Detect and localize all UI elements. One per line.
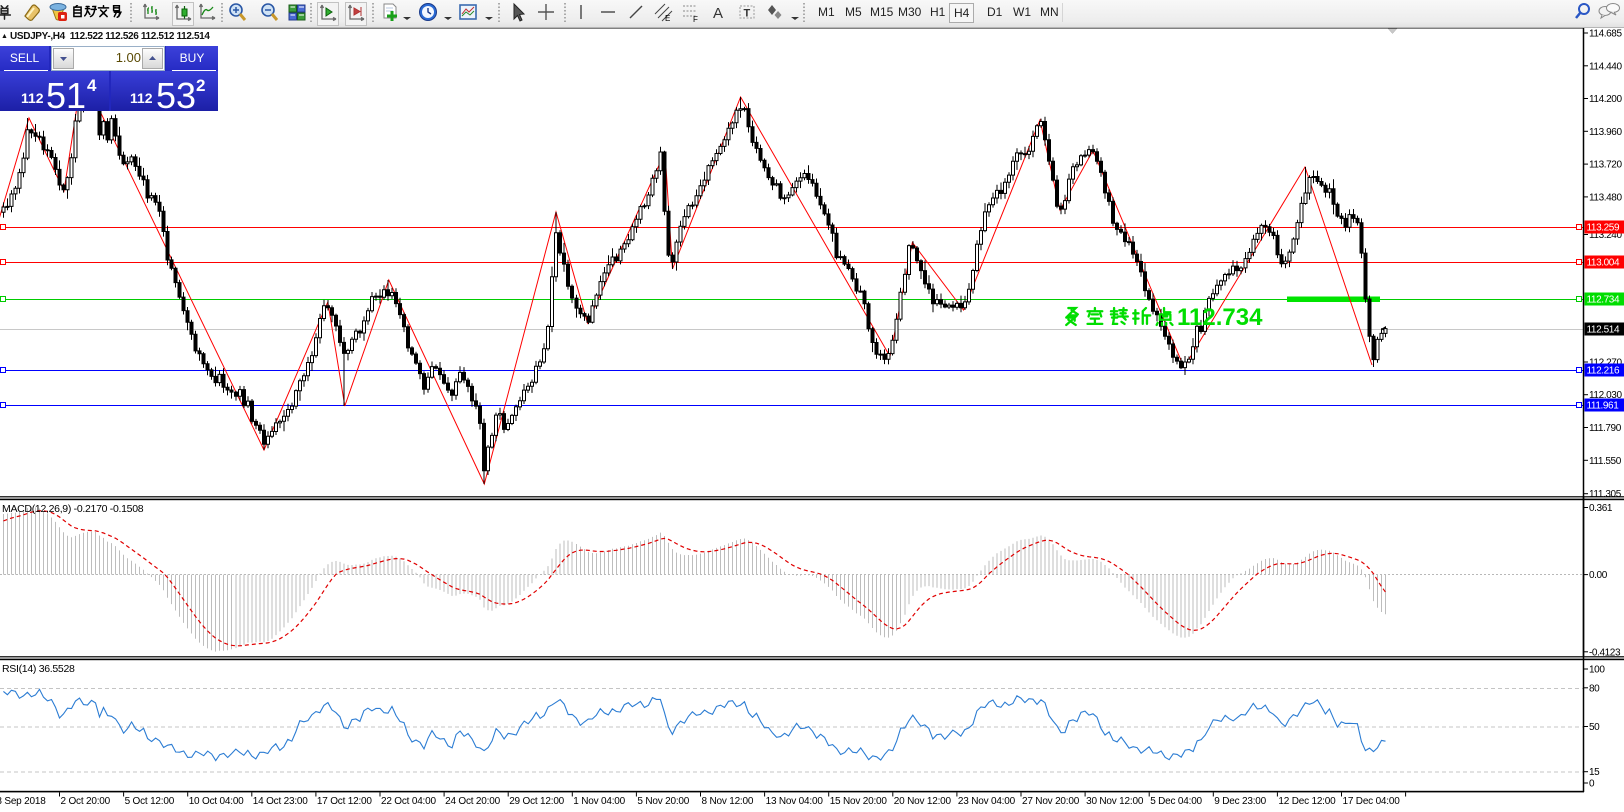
svg-text:100: 100	[1589, 665, 1605, 676]
svg-text:27 Nov 20:00: 27 Nov 20:00	[1022, 796, 1080, 807]
svg-text:111.961: 111.961	[1587, 401, 1620, 412]
svg-text:8 Sep 2018: 8 Sep 2018	[0, 796, 46, 807]
svg-text:113.004: 113.004	[1587, 258, 1620, 269]
svg-text:80: 80	[1589, 683, 1600, 694]
svg-text:112.514: 112.514	[1587, 325, 1620, 336]
svg-text:113.240: 113.240	[1589, 230, 1622, 241]
svg-text:A: A	[713, 5, 723, 22]
svg-text:12 Dec 12:00: 12 Dec 12:00	[1278, 796, 1336, 807]
svg-text:2 Oct 20:00: 2 Oct 20:00	[61, 796, 111, 807]
svg-text:111.790: 111.790	[1589, 423, 1622, 434]
svg-text:23 Nov 04:00: 23 Nov 04:00	[958, 796, 1016, 807]
svg-text:113.720: 113.720	[1589, 160, 1622, 171]
svg-text:114.440: 114.440	[1589, 61, 1622, 72]
svg-text:50: 50	[1589, 722, 1600, 733]
svg-text:15: 15	[1589, 767, 1600, 778]
svg-text:5 Oct 12:00: 5 Oct 12:00	[125, 796, 175, 807]
svg-text:8 Nov 12:00: 8 Nov 12:00	[702, 796, 754, 807]
svg-text:17 Oct 12:00: 17 Oct 12:00	[317, 796, 372, 807]
svg-text:10 Oct 04:00: 10 Oct 04:00	[189, 796, 244, 807]
svg-text:113.480: 113.480	[1589, 192, 1622, 203]
svg-text:F: F	[693, 15, 698, 24]
svg-text:0.361: 0.361	[1589, 503, 1613, 514]
svg-text:15 Nov 20:00: 15 Nov 20:00	[830, 796, 888, 807]
svg-text:14 Oct 23:00: 14 Oct 23:00	[253, 796, 308, 807]
svg-text:1 Nov 04:00: 1 Nov 04:00	[573, 796, 625, 807]
svg-text:29 Oct 12:00: 29 Oct 12:00	[509, 796, 564, 807]
svg-text:24 Oct 20:00: 24 Oct 20:00	[445, 796, 500, 807]
svg-text:112.270: 112.270	[1589, 358, 1622, 369]
svg-text:5 Nov 20:00: 5 Nov 20:00	[637, 796, 689, 807]
svg-text:112.734: 112.734	[1587, 295, 1620, 306]
svg-text:112.216: 112.216	[1587, 366, 1620, 377]
svg-text:17 Dec 04:00: 17 Dec 04:00	[1343, 796, 1401, 807]
svg-text:114.685: 114.685	[1589, 29, 1622, 40]
svg-text:E: E	[665, 14, 670, 23]
svg-text:9 Dec 23:00: 9 Dec 23:00	[1214, 796, 1266, 807]
svg-text:0: 0	[1589, 779, 1595, 790]
svg-text:30 Nov 12:00: 30 Nov 12:00	[1086, 796, 1144, 807]
svg-text:13 Nov 04:00: 13 Nov 04:00	[766, 796, 824, 807]
svg-text:T: T	[744, 8, 751, 20]
svg-text:114.200: 114.200	[1589, 94, 1622, 105]
svg-text:112.734: 112.734	[1177, 304, 1263, 331]
svg-text:22 Oct 04:00: 22 Oct 04:00	[381, 796, 436, 807]
svg-text:111.550: 111.550	[1589, 456, 1622, 467]
svg-text:111.305: 111.305	[1589, 489, 1622, 500]
svg-text:113.960: 113.960	[1589, 127, 1622, 138]
svg-text:5 Dec 04:00: 5 Dec 04:00	[1150, 796, 1202, 807]
svg-text:RSI(14) 36.5528: RSI(14) 36.5528	[2, 663, 75, 675]
svg-text:20 Nov 12:00: 20 Nov 12:00	[894, 796, 952, 807]
svg-text:-0.4123: -0.4123	[1589, 647, 1621, 658]
svg-text:MACD(12,26,9) -0.2170 -0.1508: MACD(12,26,9) -0.2170 -0.1508	[2, 503, 144, 515]
svg-text:0.00: 0.00	[1589, 570, 1608, 581]
svg-text:112.030: 112.030	[1589, 390, 1622, 401]
svg-text:113.259: 113.259	[1587, 223, 1620, 234]
